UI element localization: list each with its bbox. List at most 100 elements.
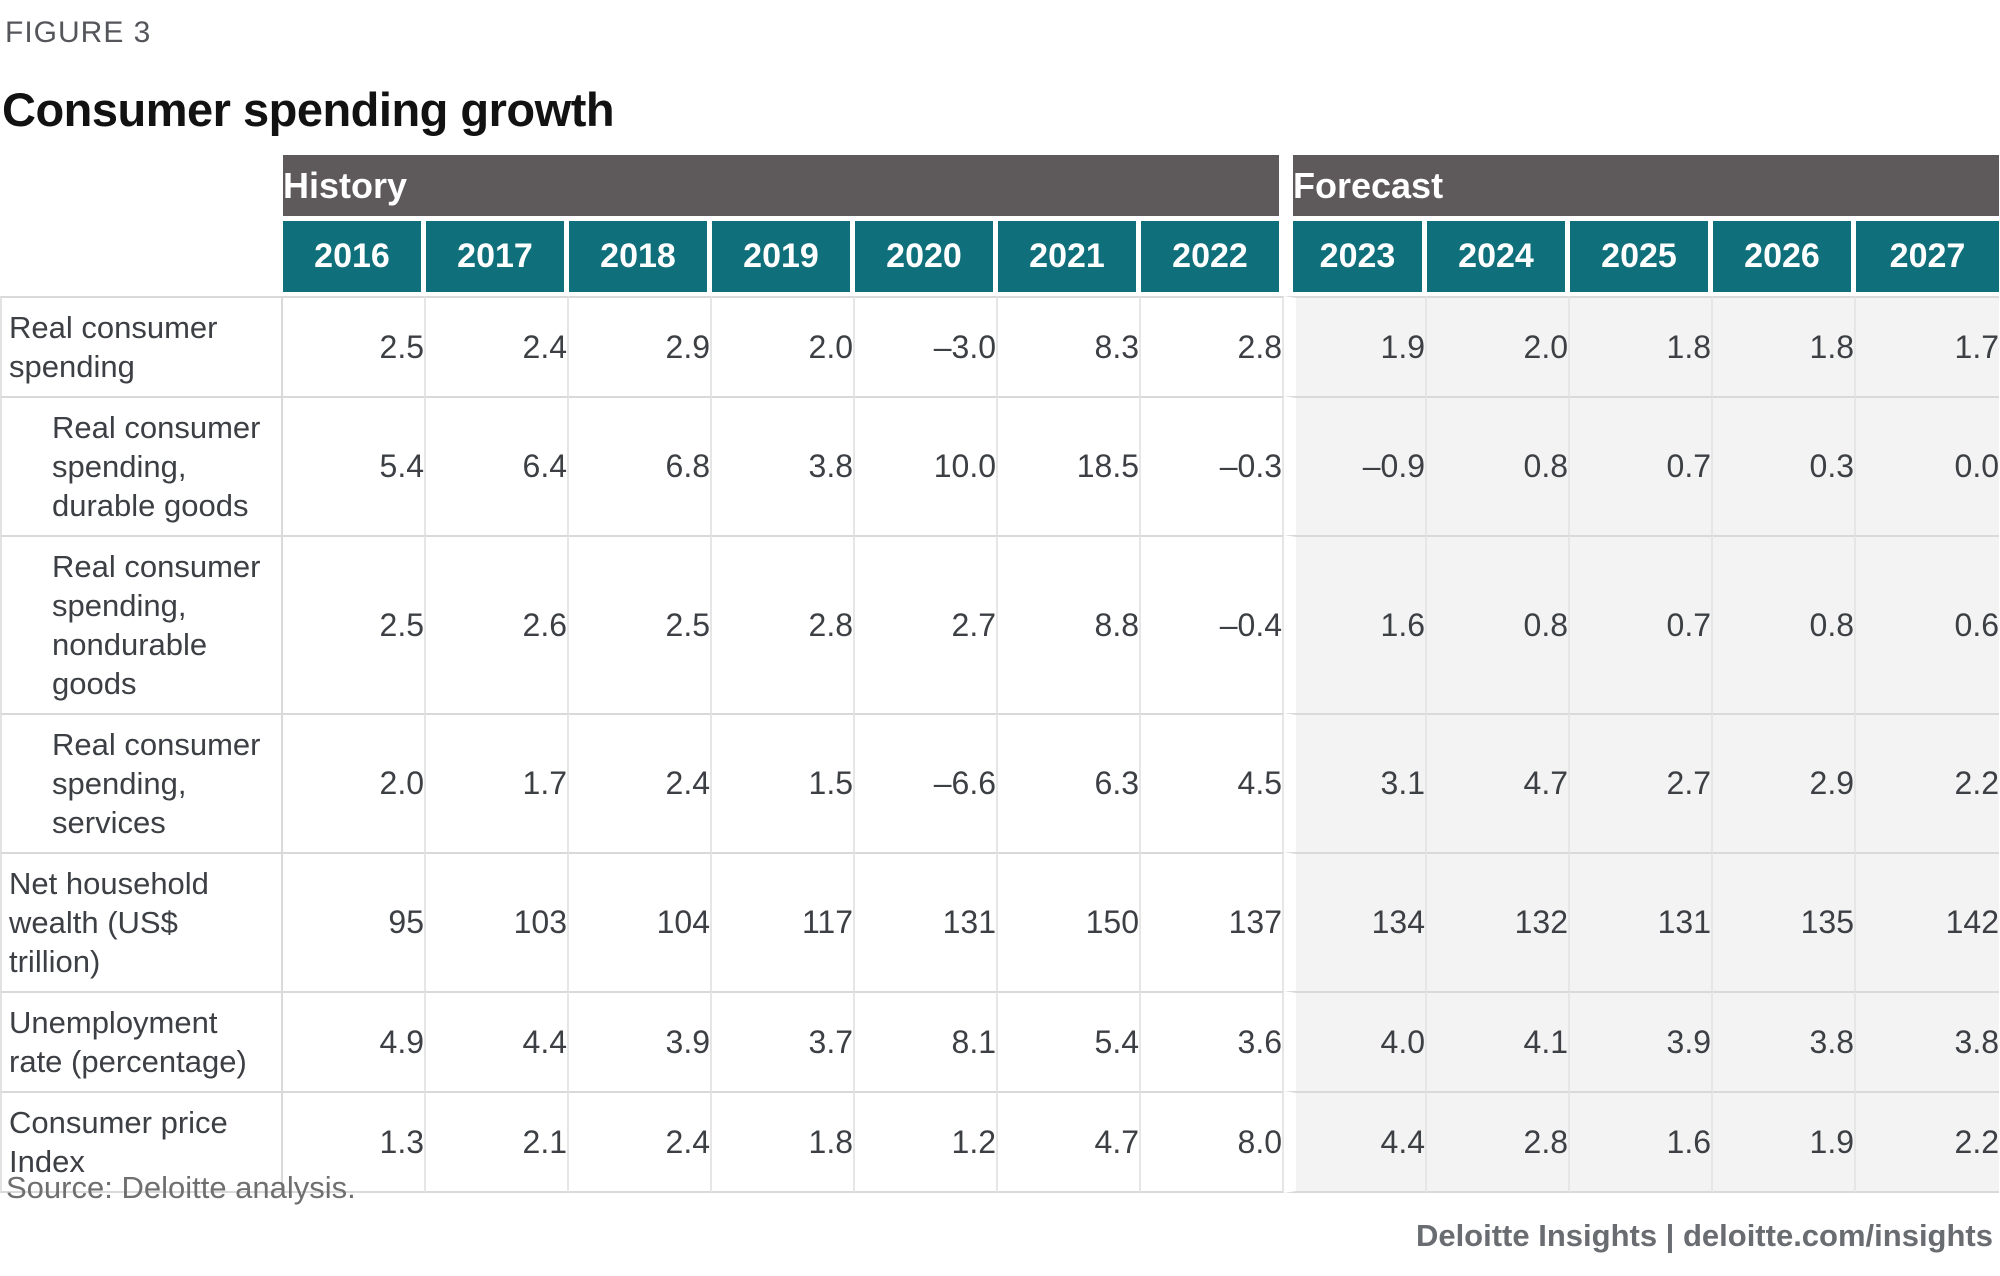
value-cell: 104 (569, 852, 712, 991)
value-cell: 8.1 (855, 991, 998, 1091)
value-cell: 0.6 (1856, 535, 1999, 713)
value-cell: 3.7 (712, 991, 855, 1091)
value-cell: 2.7 (1570, 713, 1713, 852)
figure-title: Consumer spending growth (2, 83, 615, 136)
value-cell: 3.9 (1570, 991, 1713, 1091)
value-cell: 0.3 (1713, 396, 1856, 535)
year-header-2018: 2018 (569, 221, 712, 296)
value-cell: 2.5 (283, 535, 426, 713)
section-header-row: History Forecast (0, 155, 1999, 221)
corner-cell (0, 221, 283, 296)
row-label: Real consumer spending (0, 296, 283, 396)
year-header-2022: 2022 (1141, 221, 1284, 296)
value-cell: 0.0 (1856, 396, 1999, 535)
row-label: Real consumer spending, durable goods (0, 396, 283, 535)
value-cell: 1.5 (712, 713, 855, 852)
value-cell: 0.7 (1570, 535, 1713, 713)
value-cell: 2.9 (1713, 713, 1856, 852)
table-row: Real consumer spending, services 2.0 1.7 2.… (0, 713, 1999, 852)
value-cell: 131 (1570, 852, 1713, 991)
value-cell: 2.9 (569, 296, 712, 396)
value-cell: 135 (1713, 852, 1856, 991)
value-cell: 1.7 (1856, 296, 1999, 396)
value-cell: 2.1 (426, 1091, 569, 1193)
value-cell: 4.5 (1141, 713, 1284, 852)
row-label: Real consumer spending, services (0, 713, 283, 852)
deloitte-insights-branding: Deloitte Insights | deloitte.com/insight… (1415, 1218, 1993, 1253)
value-cell: 2.2 (1856, 713, 1999, 852)
value-cell: –0.3 (1141, 396, 1284, 535)
table-row: Real consumer spending, durable goods 5.4… (0, 396, 1999, 535)
value-cell: 4.9 (283, 991, 426, 1091)
value-cell: 2.5 (283, 296, 426, 396)
value-cell: 5.4 (283, 396, 426, 535)
year-header-2023: 2023 (1284, 221, 1427, 296)
value-cell: 3.8 (712, 396, 855, 535)
figure-label: FIGURE 3 (5, 16, 152, 49)
value-cell: 6.4 (426, 396, 569, 535)
history-section-header: History (283, 155, 1284, 221)
value-cell: 1.7 (426, 713, 569, 852)
value-cell: 2.4 (426, 296, 569, 396)
value-cell: 8.3 (998, 296, 1141, 396)
value-cell: 2.7 (855, 535, 998, 713)
value-cell: –0.4 (1141, 535, 1284, 713)
value-cell: 6.8 (569, 396, 712, 535)
value-cell: 2.8 (1427, 1091, 1570, 1193)
value-cell: 0.7 (1570, 396, 1713, 535)
value-cell: 0.8 (1713, 535, 1856, 713)
year-header-2024: 2024 (1427, 221, 1570, 296)
value-cell: 4.0 (1284, 991, 1427, 1091)
value-cell: 10.0 (855, 396, 998, 535)
value-cell: 5.4 (998, 991, 1141, 1091)
value-cell: 103 (426, 852, 569, 991)
value-cell: –0.9 (1284, 396, 1427, 535)
row-label: Net household wealth (US$ trillion) (0, 852, 283, 991)
year-header-2019: 2019 (712, 221, 855, 296)
value-cell: 95 (283, 852, 426, 991)
value-cell: 8.0 (1141, 1091, 1284, 1193)
year-header-2017: 2017 (426, 221, 569, 296)
value-cell: 1.6 (1284, 535, 1427, 713)
value-cell: 1.9 (1284, 296, 1427, 396)
value-cell: 1.8 (712, 1091, 855, 1193)
value-cell: 1.6 (1570, 1091, 1713, 1193)
value-cell: 137 (1141, 852, 1284, 991)
value-cell: 3.9 (569, 991, 712, 1091)
year-header-2026: 2026 (1713, 221, 1856, 296)
table-row: Real consumer spending 2.5 2.4 2.9 2.0 –3.0 8.… (0, 296, 1999, 396)
value-cell: 0.8 (1427, 396, 1570, 535)
year-header-2021: 2021 (998, 221, 1141, 296)
value-cell: 2.4 (569, 1091, 712, 1193)
value-cell: 1.8 (1570, 296, 1713, 396)
value-cell: 18.5 (998, 396, 1141, 535)
table-row: Consumer price Index 1.3 2.1 2.4 1.8 1.2 4.7 8.… (0, 1091, 1999, 1193)
value-cell: 3.1 (1284, 713, 1427, 852)
year-header-2025: 2025 (1570, 221, 1713, 296)
value-cell: 1.8 (1713, 296, 1856, 396)
value-cell: 1.3 (283, 1091, 426, 1193)
value-cell: 2.8 (1141, 296, 1284, 396)
value-cell: 2.0 (283, 713, 426, 852)
value-cell: 0.8 (1427, 535, 1570, 713)
value-cell: 4.4 (1284, 1091, 1427, 1193)
value-cell: 142 (1856, 852, 1999, 991)
value-cell: 3.8 (1713, 991, 1856, 1091)
table-row: Unemployment rate (percentage) 4.9 4.4 3.9 3… (0, 991, 1999, 1091)
value-cell: 117 (712, 852, 855, 991)
value-cell: 1.9 (1713, 1091, 1856, 1193)
table-row: Real consumer spending, nondurable goods… (0, 535, 1999, 713)
value-cell: 2.6 (426, 535, 569, 713)
value-cell: –6.6 (855, 713, 998, 852)
year-header-2020: 2020 (855, 221, 998, 296)
value-cell: 131 (855, 852, 998, 991)
value-cell: 4.7 (998, 1091, 1141, 1193)
value-cell: 8.8 (998, 535, 1141, 713)
value-cell: 4.1 (1427, 991, 1570, 1091)
value-cell: 150 (998, 852, 1141, 991)
corner-cell (0, 155, 283, 221)
value-cell: 2.5 (569, 535, 712, 713)
consumer-spending-table: History Forecast 2016 2017 2018 2019 2020 202… (0, 155, 1999, 1193)
value-cell: 3.6 (1141, 991, 1284, 1091)
year-header-2016: 2016 (283, 221, 426, 296)
